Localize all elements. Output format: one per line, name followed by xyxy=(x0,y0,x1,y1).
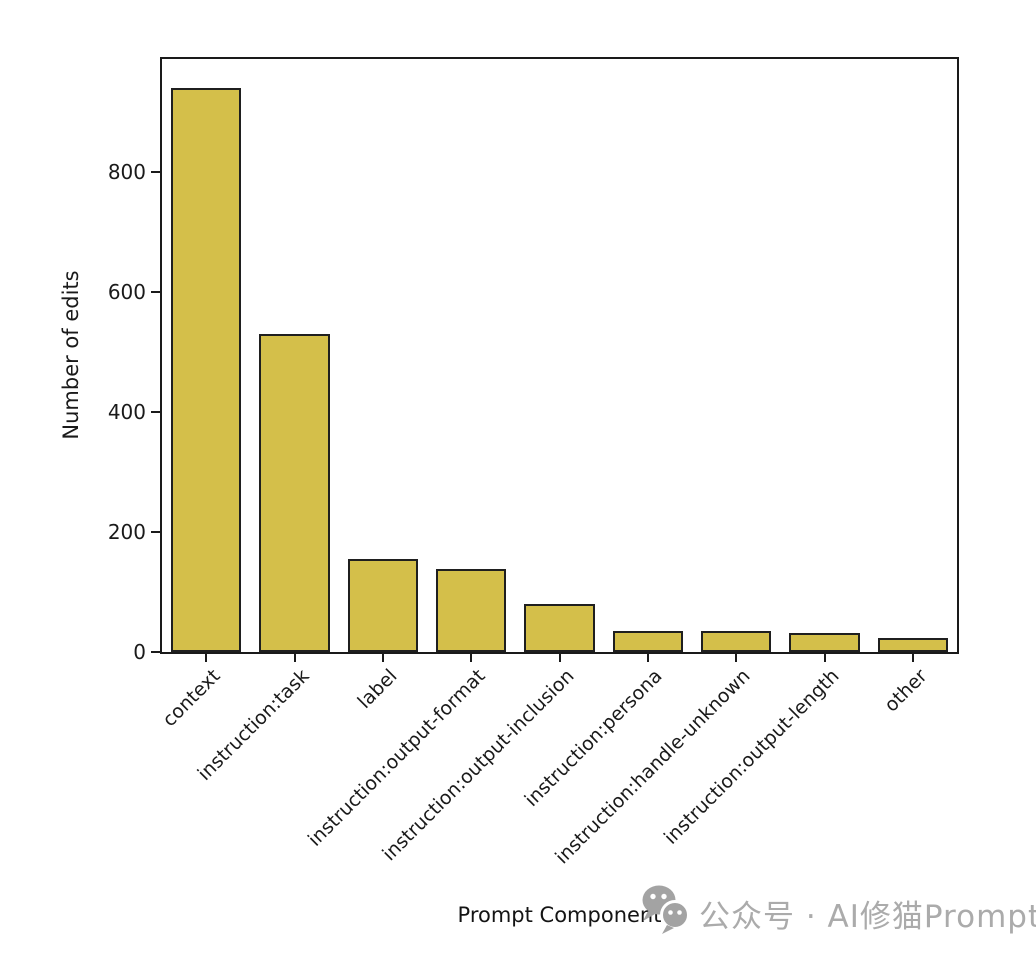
y-tick-mark xyxy=(151,410,160,413)
y-tick-label: 200 xyxy=(107,519,146,544)
bar-instruction:persona xyxy=(612,631,684,652)
watermark-text: 公众号 · AI修猫Prompt xyxy=(699,898,1036,935)
y-tick-label: 0 xyxy=(133,640,146,664)
watermark: 公众号 · AI修猫Prompt xyxy=(636,884,1036,942)
x-tick-mark xyxy=(381,654,384,662)
x-tick-mark xyxy=(293,654,296,662)
y-tick-mark xyxy=(151,170,160,173)
bar-instruction:handle-unknown xyxy=(700,631,772,652)
y-tick-label: 800 xyxy=(107,159,146,184)
x-tick-mark xyxy=(646,654,649,662)
x-tick-mark xyxy=(558,654,561,662)
y-tick-label: 600 xyxy=(107,279,146,304)
y-tick-mark xyxy=(151,651,160,653)
x-tick-mark xyxy=(205,654,208,662)
y-tick-label: 400 xyxy=(107,399,146,424)
y-tick-mark xyxy=(151,530,160,533)
bar-other xyxy=(877,637,949,652)
bar-instruction:output-length xyxy=(789,632,860,652)
bar-context xyxy=(170,87,242,652)
bar-instruction:output-inclusion xyxy=(524,603,595,652)
x-axis-label: Prompt Component xyxy=(457,903,662,927)
x-tick-mark xyxy=(823,654,826,662)
wechat-icon xyxy=(636,882,694,944)
bar-label xyxy=(347,558,419,652)
x-tick-mark xyxy=(470,654,473,662)
y-tick-mark xyxy=(151,290,160,293)
bar-instruction:task xyxy=(259,333,330,652)
x-tick-mark xyxy=(911,654,914,662)
x-tick-mark xyxy=(735,654,738,662)
bar-instruction:output-format xyxy=(435,569,507,652)
y-axis-label: Number of edits xyxy=(59,270,83,440)
plot-area xyxy=(160,57,959,654)
